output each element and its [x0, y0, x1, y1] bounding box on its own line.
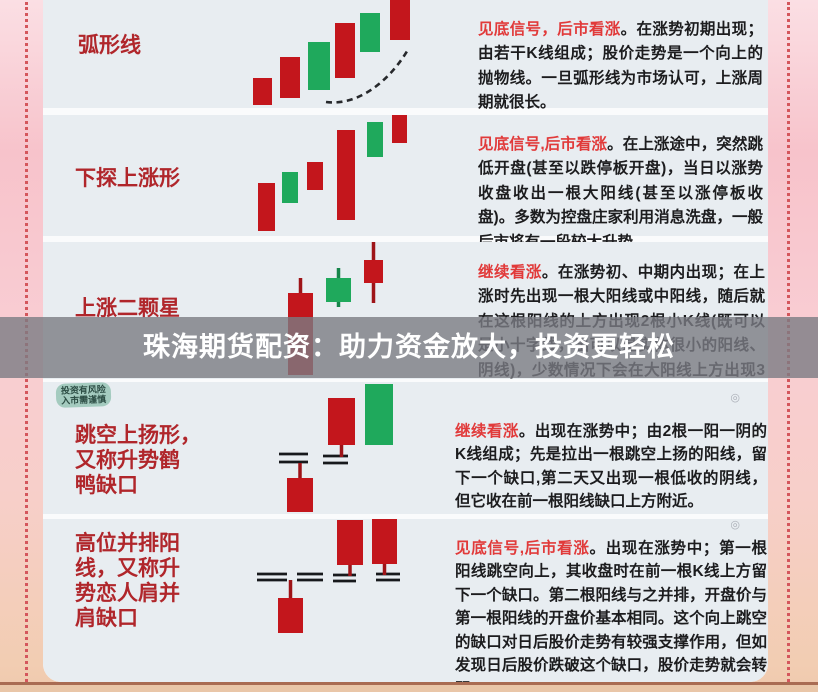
candle-body-yang [335, 23, 355, 78]
pattern-name: 弧形线 [78, 34, 141, 57]
table-row-gap-up: 投资有风险 入市需谨慎 跳空上扬形， 又称升势鹤 鸭缺口 继续看涨。出现在涨势中… [43, 382, 768, 514]
watermark-text: 珠海期货配资：助力资金放大，投资更轻松 [143, 332, 675, 362]
description-lead: 见底信号,后市看涨 [478, 135, 608, 153]
pattern-description: 继续看涨。出现在涨势中；由2根一阳一阴的K线组成；先是拉出一根跳空上扬的阳线，留… [455, 420, 767, 514]
candle-body-yang [307, 162, 323, 190]
candle-body-yin [365, 384, 393, 445]
candle-body-yang [372, 519, 397, 564]
pattern-name: 下探上涨形 [75, 167, 180, 190]
candle-body-yin [308, 42, 330, 90]
candle-body-yin [282, 172, 298, 203]
table-row-probe-rise: 下探上涨形 见底信号,后市看涨。在上涨途中，突然跳低开盘(甚至以跌停板开盘)，当… [43, 115, 768, 251]
description-lead: 继续看涨 [455, 422, 519, 440]
candle-body-yang [278, 598, 303, 633]
candle-body-yang [392, 115, 407, 143]
badge-line: 入市需谨慎 [61, 394, 107, 406]
candle-body-yin [326, 278, 351, 302]
pattern-description: 见底信号，后市看涨。在涨势初期出现；由若干K线组成；股价走势是一个向上的抛物线。… [478, 18, 763, 116]
candle-body-yang [337, 130, 355, 220]
trend-arc [325, 47, 411, 104]
candle-body-yang [287, 478, 313, 512]
corner-mark-icon: ◎ [730, 519, 740, 531]
description-lead: 见底信号,后市看涨 [455, 539, 590, 557]
candlestick-diagram [253, 0, 411, 105]
pattern-description: 见底信号,后市看涨。在上涨途中，突然跳低开盘(甚至以跌停板开盘)，当日以涨势收盘… [478, 133, 763, 256]
pattern-name: 高位并排阳 线，又称升 势恋人肩并 肩缺口 [75, 532, 180, 630]
candle-body-yang [390, 0, 410, 40]
candle-body-yang [258, 183, 275, 231]
pattern-description: 见底信号,后市看涨。出现在涨势中；第一根阳线跳空向上，其收盘时在前一根K线上方留… [455, 537, 767, 683]
candle-body-yang [328, 398, 355, 445]
candlestick-diagram [279, 384, 393, 512]
risk-disclaimer-badge: 投资有风险 入市需谨慎 [55, 382, 112, 408]
candlestick-diagram [258, 115, 407, 231]
candle-body-yang [253, 78, 272, 105]
candle-body-yang [337, 520, 363, 565]
description-body: 。出现在涨势中；第一根阳线跳空向上，其收盘时在前一根K线上方留下一个缺口。第二根… [455, 539, 767, 683]
watermark-banner: 珠海期货配资：助力资金放大，投资更轻松 [0, 317, 818, 378]
description-body: 。出现在涨势中；由2根一阳一阴的K线组成；先是拉出一根跳空上扬的阳线，留下一个缺… [455, 422, 767, 511]
table-row-arc-line: 弧形线 见底信号，后市看涨。在涨势初期出现；由若干K线组成；股价走势是一个向上的… [43, 0, 768, 111]
description-body: 。在涨势初期出现；由若干K线组成；股价走势是一个向上的抛物线。一旦弧形线为市场认… [478, 20, 763, 112]
corner-mark-icon: ◎ [730, 392, 740, 404]
pattern-name: 跳空上扬形， 又称升势鹤 鸭缺口 [75, 424, 201, 497]
description-body: 。在上涨途中，突然跳低开盘(甚至以跌停板开盘)，当日以涨势收盘收出一根大阳线(甚… [478, 135, 763, 251]
description-lead: 继续看涨 [478, 263, 542, 281]
pattern-name: 上涨二颗星 [75, 297, 180, 320]
candle-body-yang [364, 260, 383, 283]
bottom-edge-strip [0, 682, 818, 692]
candle-body-yin [360, 13, 380, 52]
table-row-side-by-side: 高位并排阳 线，又称升 势恋人肩并 肩缺口 见底信号,后市看涨。出现在涨势中；第… [43, 519, 768, 682]
candle-body-yin [367, 122, 383, 157]
candle-body-yang [280, 57, 300, 98]
candlestick-diagram [257, 519, 400, 633]
description-lead: 见底信号，后市看涨 [478, 20, 621, 38]
